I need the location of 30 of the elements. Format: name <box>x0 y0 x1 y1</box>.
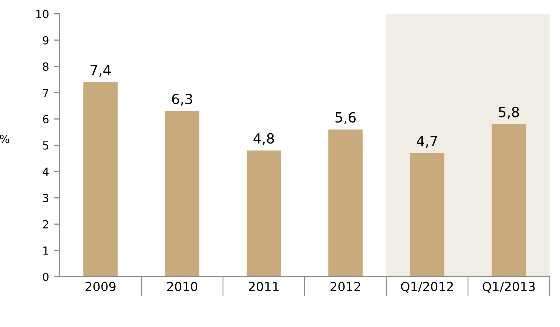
data-label: 4,8 <box>254 133 274 146</box>
y-tick-label: 0 <box>43 272 49 282</box>
x-tick-label: 2011 <box>249 282 279 292</box>
x-tick-label: Q1/2012 <box>401 282 454 293</box>
bar <box>410 153 445 277</box>
y-tick-label: 1 <box>44 246 48 255</box>
y-tick-label: 9 <box>43 36 49 45</box>
data-label: 5,8 <box>499 107 520 120</box>
x-tick-label: 2009 <box>86 282 116 292</box>
bar <box>492 124 526 277</box>
x-tick-label: 2012 <box>330 282 360 292</box>
y-tick-label: 3 <box>43 194 49 202</box>
bar <box>328 130 363 277</box>
y-tick-label: 2 <box>43 220 48 229</box>
data-label: 4,7 <box>417 136 438 148</box>
bar <box>84 82 118 277</box>
data-label: 7,4 <box>90 65 112 77</box>
y-axis-title: % <box>0 134 10 144</box>
y-tick-label: 6 <box>43 115 49 124</box>
bar <box>165 111 200 277</box>
y-tick-label: 7 <box>43 89 49 98</box>
y-tick-label: 8 <box>43 62 49 72</box>
x-tick-label: Q1/2013 <box>482 282 535 293</box>
bar <box>246 150 282 277</box>
data-label: 5,6 <box>336 112 356 124</box>
y-tick-label: 10 <box>36 10 49 18</box>
data-label: 6,3 <box>172 94 192 106</box>
y-tick-label: 4 <box>42 168 49 176</box>
x-tick-label: 2010 <box>167 282 198 292</box>
y-tick-label: 5 <box>43 142 49 150</box>
